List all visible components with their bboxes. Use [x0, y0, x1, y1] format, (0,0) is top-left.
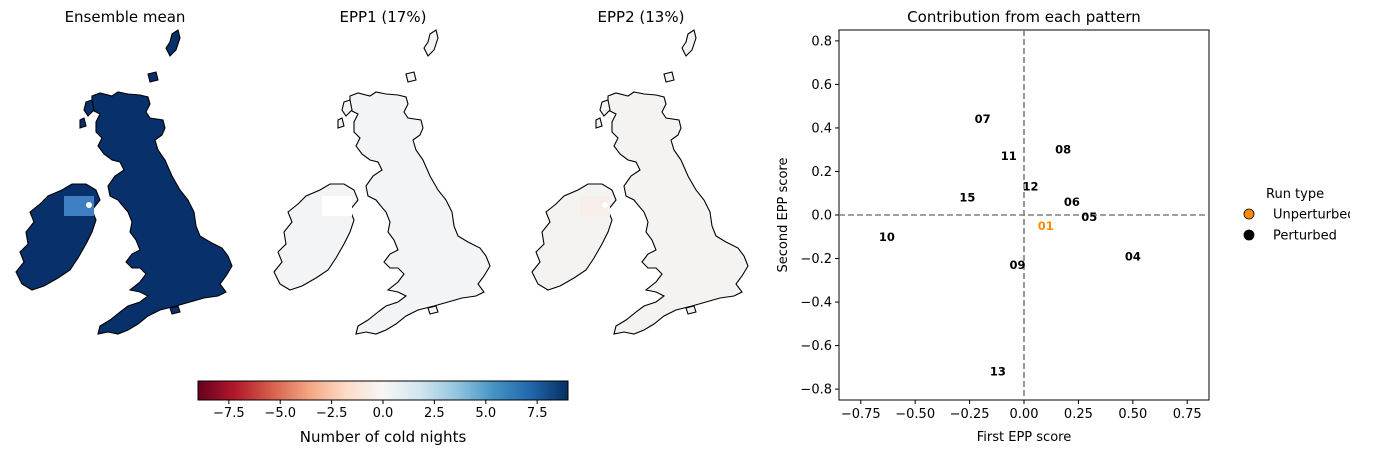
lough-neagh-region: [322, 196, 352, 216]
legend: Run type Unperturbed Perturbed: [1243, 187, 1350, 244]
y-tick-label: 0.8: [811, 34, 832, 49]
scatter-chart: Contribution from each pattern −0.75 −0.5…: [776, 8, 1350, 445]
x-tick-label: 0.50: [1118, 407, 1147, 422]
colorbar-tick-label: −5.0: [264, 406, 296, 421]
y-tick-label: 0.4: [811, 121, 832, 136]
x-tick-label: 0.75: [1173, 407, 1202, 422]
point-label-07: 07: [975, 112, 991, 126]
colorbar-label: Number of cold nights: [300, 428, 467, 446]
point-label-10: 10: [879, 230, 895, 244]
lough-neagh: [602, 202, 608, 208]
y-tick-label: 0.0: [811, 209, 832, 224]
colorbar: −7.5 −5.0 −2.5 0.0 2.5 5.0 7.5 Number of cold …: [197, 380, 569, 446]
point-label-04: 04: [1125, 249, 1141, 263]
point-label-09: 09: [1009, 258, 1025, 272]
map-title-ensemble-mean: Ensemble mean: [64, 8, 186, 26]
y-tick-label: −0.8: [800, 383, 832, 398]
x-tick-label: 0.00: [1010, 407, 1039, 422]
point-label-12: 12: [1023, 180, 1039, 194]
colorbar-tick-label: 0.0: [373, 406, 394, 421]
legend-marker-unperturbed: [1243, 208, 1255, 220]
uk-maps: [15, 29, 749, 335]
y-tick-label: 0.2: [811, 165, 832, 180]
point-label-08: 08: [1055, 143, 1071, 157]
y-tick-label: 0.6: [811, 78, 832, 93]
uk-map-2: [273, 29, 491, 335]
legend-label-unperturbed: Unperturbed: [1273, 208, 1350, 223]
colorbar-tick-label: −7.5: [213, 406, 245, 421]
lough-neagh-region: [580, 196, 610, 216]
x-tick-label: −0.75: [841, 407, 881, 422]
point-label-05: 05: [1081, 210, 1097, 224]
lough-neagh-region: [64, 196, 94, 216]
y-tick-label: −0.2: [800, 252, 832, 267]
legend-label-perturbed: Perturbed: [1273, 229, 1337, 244]
x-tick-label: −0.25: [950, 407, 990, 422]
colorbar-tick-label: 2.5: [424, 406, 445, 421]
x-tick-label: −0.50: [895, 407, 935, 422]
y-tick-label: −0.4: [800, 296, 832, 311]
lough-neagh: [86, 202, 92, 208]
uk-map-1: [15, 29, 233, 335]
y-axis-label: Second EPP score: [776, 158, 791, 273]
point-label-13: 13: [990, 365, 1006, 379]
point-label-15: 15: [959, 191, 975, 205]
x-tick-label: 0.25: [1064, 407, 1093, 422]
uk-landmass: [15, 29, 233, 335]
point-label-11: 11: [1001, 149, 1017, 163]
uk-map-3: [531, 29, 749, 335]
chart-title: Contribution from each pattern: [907, 8, 1141, 26]
colorbar-bar: [197, 380, 569, 401]
uk-landmass: [531, 29, 749, 335]
uk-landmass: [273, 29, 491, 335]
y-tick-label: −0.6: [800, 339, 832, 354]
lough-neagh: [344, 202, 350, 208]
legend-marker-perturbed: [1243, 229, 1255, 241]
point-label-01: 01: [1038, 219, 1054, 233]
map-title-epp2: EPP2 (13%): [597, 8, 685, 26]
colorbar-tick-label: 7.5: [527, 406, 548, 421]
point-label-06: 06: [1064, 195, 1080, 209]
map-title-epp1: EPP1 (17%): [339, 8, 427, 26]
colorbar-tick-label: 5.0: [475, 406, 496, 421]
legend-title: Run type: [1266, 187, 1324, 202]
colorbar-tick-label: −2.5: [316, 406, 348, 421]
x-axis-label: First EPP score: [977, 430, 1071, 445]
